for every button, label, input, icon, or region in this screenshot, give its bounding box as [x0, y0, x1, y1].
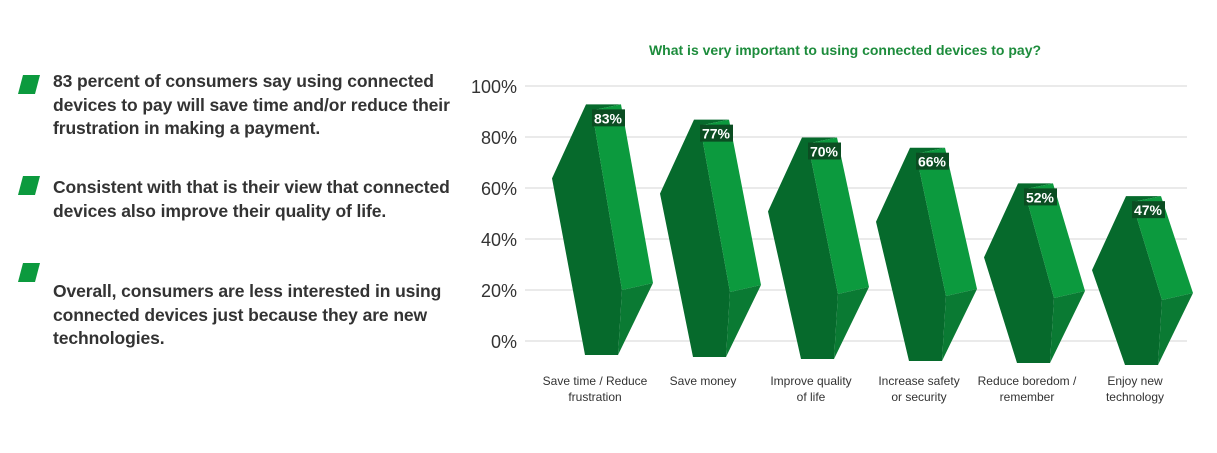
x-tick-label: frustration: [568, 390, 621, 404]
bar-side: [660, 119, 730, 358]
bar: [808, 137, 869, 294]
bar: [700, 119, 761, 293]
bar-bottom: [1158, 293, 1193, 365]
x-tick-label: Improve quality: [770, 374, 851, 388]
y-tick-label: 0%: [491, 332, 517, 352]
bar-bottom: [942, 289, 977, 361]
y-tick-label: 40%: [481, 230, 517, 250]
bar: [1024, 183, 1085, 298]
data-label-bg: [592, 109, 625, 127]
data-label-bg: [916, 152, 949, 170]
bar-side: [1092, 196, 1162, 365]
data-label-bg: [808, 142, 841, 160]
x-tick-label: Enjoy new: [1107, 374, 1163, 388]
bullet-marker: [18, 263, 40, 282]
bar: [916, 147, 977, 296]
bar: [1132, 196, 1193, 300]
y-tick-label: 60%: [481, 179, 517, 199]
y-tick-label: 80%: [481, 128, 517, 148]
data-label-bg: [700, 124, 733, 142]
x-tick-label: Save time / Reduce: [543, 374, 648, 388]
y-tick-label: 100%: [471, 77, 517, 97]
bar-bottom: [618, 283, 653, 355]
x-tick-label: Increase safety: [878, 374, 959, 388]
x-tick-label: remember: [1000, 390, 1055, 404]
bar-side: [768, 137, 838, 359]
data-label: 83%: [594, 110, 623, 126]
bar-bottom: [726, 285, 761, 357]
data-label: 66%: [918, 154, 947, 170]
data-label-bg: [1132, 201, 1165, 219]
bar: [592, 104, 653, 290]
x-tick-label: Save money: [670, 374, 737, 388]
x-tick-label: technology: [1106, 390, 1164, 404]
data-label: 70%: [810, 144, 839, 160]
bar-bottom: [834, 287, 869, 359]
chart-title: What is very important to using connecte…: [648, 42, 1042, 58]
bar-side: [552, 104, 622, 355]
bullet-marker: [18, 176, 40, 195]
bullet-text: Overall, consumers are less interested i…: [53, 281, 442, 348]
bar-side: [876, 147, 946, 361]
data-label: 52%: [1026, 189, 1055, 205]
data-label-bg: [1024, 188, 1057, 206]
data-label: 77%: [702, 126, 731, 142]
y-tick-label: 20%: [481, 281, 517, 301]
bar-side: [984, 183, 1054, 363]
data-label: 47%: [1134, 202, 1163, 218]
bullet-text: Consistent with that is their view that …: [53, 177, 450, 221]
bar-bottom: [1050, 291, 1085, 363]
bullet-marker: [18, 75, 40, 94]
bullet-text: 83 percent of consumers say using connec…: [53, 71, 450, 138]
x-tick-label: of life: [797, 390, 826, 404]
x-tick-label: Reduce boredom /: [978, 374, 1077, 388]
x-tick-label: or security: [891, 390, 946, 404]
